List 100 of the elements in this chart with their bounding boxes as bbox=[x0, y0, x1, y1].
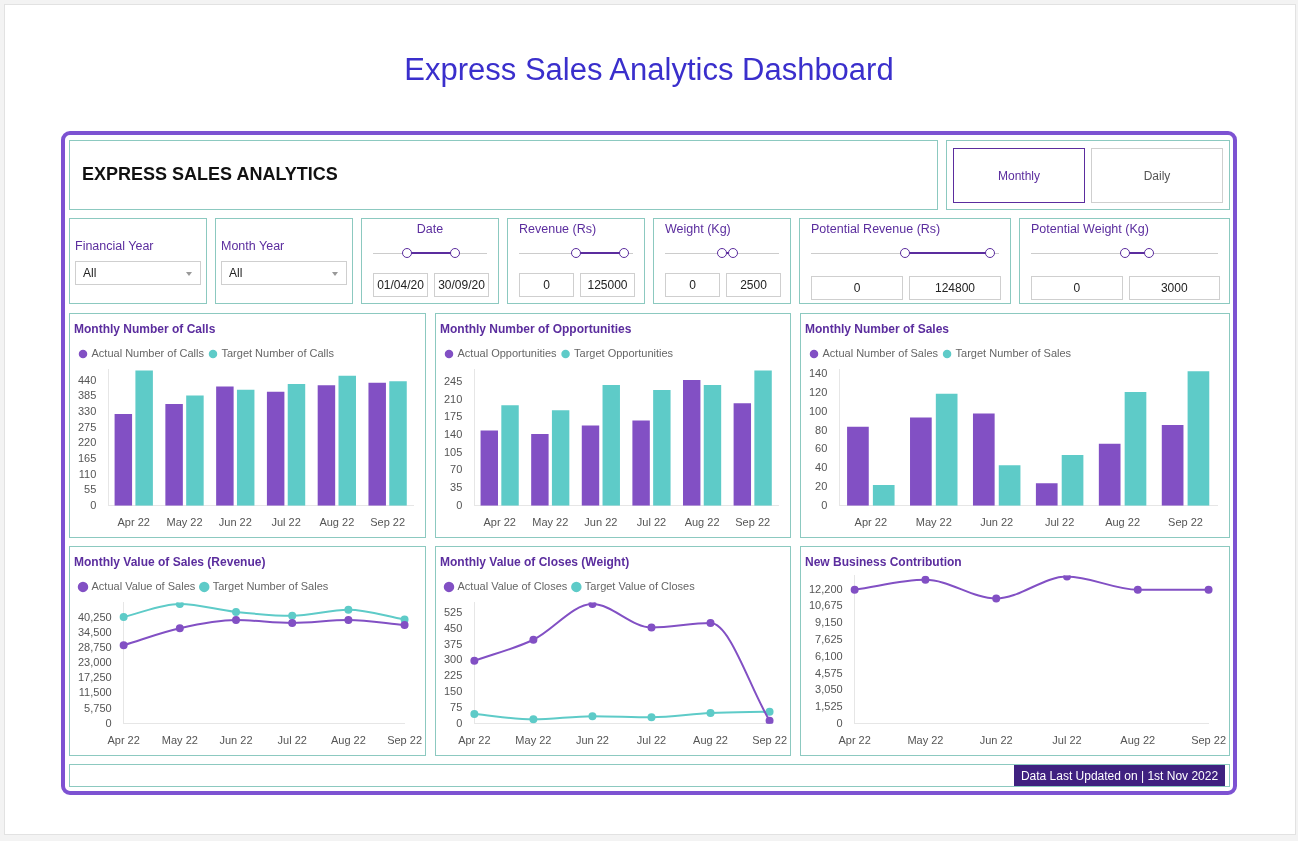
y-tick-label: 450 bbox=[443, 621, 463, 634]
y-tick-label: 0 bbox=[90, 498, 97, 511]
bar bbox=[531, 434, 549, 506]
text: Potential Weight (Kg) bbox=[1031, 222, 1149, 236]
y-tick-label: 385 bbox=[77, 389, 97, 402]
point bbox=[765, 707, 774, 716]
y-tick-label: 225 bbox=[443, 669, 463, 682]
bar bbox=[1098, 443, 1121, 506]
x-tick-label: Jul 22 bbox=[1044, 516, 1075, 529]
x-tick-label: Sep 22 bbox=[1168, 516, 1203, 529]
point bbox=[470, 710, 479, 719]
point bbox=[119, 641, 128, 650]
y-tick-label: 375 bbox=[443, 637, 463, 650]
x-tick-label: Apr 22 bbox=[838, 734, 871, 747]
bar bbox=[216, 386, 234, 506]
y-tick-label: 330 bbox=[77, 405, 97, 418]
y-tick-label: 175 bbox=[443, 410, 463, 423]
bar bbox=[266, 391, 285, 506]
chart-title: Monthly Number of Sales bbox=[805, 321, 950, 336]
y-tick-label: 12,200 bbox=[808, 582, 843, 595]
x-tick-label: Sep 22 bbox=[752, 734, 788, 747]
x-tick-label: Jul 22 bbox=[1052, 734, 1082, 747]
chart-title: Monthly Value of Closes (Weight) bbox=[440, 554, 630, 569]
bar bbox=[910, 417, 932, 506]
y-tick-label: 28,750 bbox=[77, 640, 112, 653]
text-field: 01/04/20 bbox=[373, 273, 428, 297]
bar bbox=[501, 405, 519, 506]
y-tick-label: 120 bbox=[808, 385, 828, 398]
x-tick-label: Jun 22 bbox=[218, 516, 252, 529]
y-tick-label: 55 bbox=[84, 483, 97, 496]
point bbox=[529, 715, 538, 724]
point bbox=[647, 623, 656, 632]
bar bbox=[935, 393, 958, 506]
x-tick-label: Aug 22 bbox=[1120, 734, 1156, 747]
point bbox=[400, 621, 409, 630]
text-field: 125000 bbox=[580, 273, 635, 297]
x-tick-label: Aug 22 bbox=[330, 734, 366, 747]
point bbox=[706, 619, 715, 628]
y-tick-label: 525 bbox=[443, 605, 463, 618]
y-tick-label: 165 bbox=[77, 451, 97, 464]
x-tick-label: Jul 22 bbox=[636, 734, 667, 747]
x-tick-label: May 22 bbox=[161, 734, 198, 747]
x-tick-label: May 22 bbox=[532, 516, 569, 529]
text: Data Last Updated on | 1st Nov 2022 bbox=[1014, 765, 1225, 786]
point bbox=[344, 616, 353, 625]
bar bbox=[389, 381, 407, 506]
bar bbox=[972, 413, 995, 506]
x-tick-label: Jun 22 bbox=[575, 734, 609, 747]
bar bbox=[287, 383, 306, 506]
x-tick-label: May 22 bbox=[166, 516, 203, 529]
point bbox=[175, 624, 184, 633]
toggle-button: Monthly bbox=[953, 148, 1085, 203]
x-tick-label: Jun 22 bbox=[584, 516, 618, 529]
x-tick-label: Jun 22 bbox=[979, 734, 1013, 747]
bar bbox=[683, 380, 701, 506]
point bbox=[232, 616, 241, 625]
y-tick-label: 105 bbox=[443, 445, 463, 458]
toggle-button: Daily bbox=[1091, 148, 1223, 203]
bar bbox=[847, 426, 869, 506]
x-tick-label: Sep 22 bbox=[370, 516, 406, 529]
chart-title: New Business Contribution bbox=[805, 554, 962, 569]
dropdown: All bbox=[75, 261, 201, 285]
point bbox=[647, 713, 656, 722]
text-field: 0 bbox=[665, 273, 720, 297]
bar bbox=[236, 389, 255, 506]
bar bbox=[480, 430, 498, 506]
point bbox=[288, 618, 297, 627]
x-tick-label: Aug 22 bbox=[1105, 516, 1141, 529]
y-tick-label: 100 bbox=[808, 404, 828, 417]
y-tick-label: 245 bbox=[443, 375, 463, 388]
y-tick-label: 3,050 bbox=[815, 683, 843, 696]
point bbox=[529, 635, 538, 644]
y-tick-label: 0 bbox=[836, 716, 843, 729]
legend-label: Actual Value of Sales bbox=[91, 579, 196, 592]
chart-title: Monthly Number of Opportunities bbox=[440, 321, 632, 336]
x-tick-label: Jun 22 bbox=[980, 516, 1014, 529]
point bbox=[470, 656, 479, 665]
y-tick-label: 220 bbox=[77, 436, 97, 449]
bar bbox=[632, 420, 650, 506]
x-tick-label: Aug 22 bbox=[693, 734, 728, 747]
text: Date bbox=[415, 222, 445, 236]
y-tick-label: 11,500 bbox=[78, 686, 112, 699]
y-tick-label: 75 bbox=[450, 701, 463, 713]
legend-label: Target Opportunities bbox=[574, 346, 674, 359]
y-tick-label: 40,250 bbox=[77, 610, 112, 623]
x-tick-label: Sep 22 bbox=[735, 516, 771, 529]
text-field: 0 bbox=[1031, 276, 1123, 300]
text: Weight (Kg) bbox=[665, 222, 731, 236]
y-tick-label: 210 bbox=[443, 392, 463, 405]
bar bbox=[551, 410, 570, 506]
y-tick-label: 275 bbox=[77, 420, 97, 433]
point bbox=[588, 602, 597, 609]
point bbox=[119, 612, 128, 621]
y-tick-label: 1,525 bbox=[815, 700, 843, 713]
y-tick-label: 0 bbox=[456, 716, 463, 729]
chart-title: Monthly Value of Sales (Revenue) bbox=[74, 554, 266, 569]
y-tick-label: 140 bbox=[808, 367, 828, 380]
bar bbox=[581, 425, 600, 506]
x-tick-label: Apr 22 bbox=[458, 734, 491, 747]
x-tick-label: Sep 22 bbox=[1191, 734, 1227, 747]
